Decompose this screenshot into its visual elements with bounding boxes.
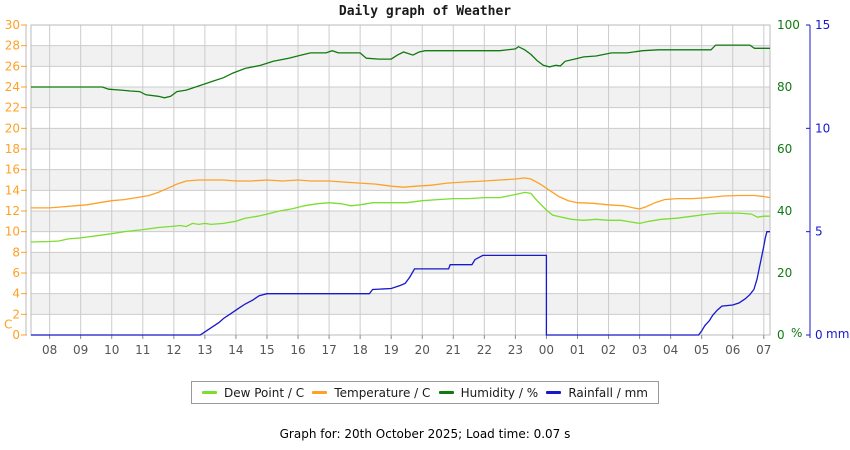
plot-bands	[31, 45, 770, 315]
left-axis-tick-label: 0	[12, 328, 20, 342]
legend-item-humidity: Humidity / %	[438, 385, 539, 400]
x-axis-tick-label: 13	[197, 343, 212, 357]
plot-band	[31, 252, 770, 273]
series-line-humidity	[31, 44, 770, 99]
x-axis-tick-label: 04	[663, 343, 678, 357]
chart-title: Daily graph of Weather	[338, 4, 512, 19]
x-axis-tick-label: 15	[259, 343, 274, 357]
x-axis-tick-label: 05	[694, 343, 709, 357]
series-line-rainfall	[31, 231, 770, 336]
rain-axis-tick-label: 5	[815, 225, 823, 239]
left-axis-tick-label: 30	[5, 18, 20, 32]
legend-label: Humidity / %	[460, 385, 539, 400]
axis-right-rain: 0 5 10 15 mm	[806, 18, 849, 342]
axis-right-humidity: 0 20 40 60 80 100%	[777, 18, 802, 342]
series-line-temperature	[31, 177, 771, 210]
left-axis-tick-label: 26	[5, 59, 20, 73]
x-axis-tick-label: 20	[415, 343, 430, 357]
left-axis-tick-label: 12	[5, 204, 20, 218]
x-axis-tick-label: 17	[321, 343, 336, 357]
rainfall-swatch-icon	[546, 391, 562, 394]
x-axis-tick-label: 23	[508, 343, 523, 357]
left-axis-unit-label: C	[4, 318, 12, 332]
x-axis-tick-label: 21	[446, 343, 461, 357]
x-axis-tick-label: 10	[104, 343, 119, 357]
legend-item-rainfall: Rainfall / mm	[546, 386, 648, 400]
humidity-axis-tick-label: 60	[777, 142, 792, 156]
plot-frame	[30, 24, 771, 336]
humidity-axis-unit-label: %	[791, 326, 802, 340]
dew-point-swatch-icon	[202, 391, 217, 394]
rain-axis-tick-label: 15	[815, 18, 830, 32]
humidity-axis-tick-label: 100	[777, 18, 800, 32]
x-axis-tick-label: 14	[228, 343, 243, 357]
rain-axis-tick-label: 0	[815, 328, 823, 342]
humidity-axis-tick-label: 80	[777, 80, 792, 94]
plot-border	[30, 24, 771, 336]
x-axis-tick-label: 08	[42, 343, 57, 357]
x-axis-tick-label: 09	[73, 343, 88, 357]
x-axis-tick-label: 22	[477, 343, 492, 357]
x-axis-tick-label: 18	[352, 343, 367, 357]
left-axis-tick-label: 24	[5, 80, 20, 94]
plot-band	[31, 87, 770, 108]
legend-item-dew-point: Dew Point / C	[202, 386, 304, 400]
left-axis-tick-label: 10	[5, 225, 20, 239]
x-axis-tick-label: 16	[290, 343, 305, 357]
left-axis-tick-label: 8	[12, 245, 20, 259]
plot-gridlines	[31, 24, 770, 336]
left-axis-tick-label: 4	[12, 287, 20, 301]
series-lines	[30, 44, 771, 336]
humidity-axis-tick-label: 40	[777, 204, 792, 218]
x-axis-tick-label: 19	[384, 343, 399, 357]
rain-axis-tick-label: 10	[815, 121, 830, 135]
rain-axis-unit-label: mm	[826, 327, 849, 341]
plot-band	[31, 45, 770, 67]
left-axis-tick-label: 28	[5, 39, 20, 53]
plot-band	[31, 293, 770, 315]
left-axis-tick-label: 18	[5, 142, 20, 156]
legend-item-temperature: Temperature / C	[312, 386, 430, 400]
plot-band	[31, 128, 770, 149]
humidity-swatch-icon	[438, 391, 454, 394]
plot-band	[31, 169, 770, 191]
legend-label: Dew Point / C	[224, 385, 305, 400]
left-axis-tick-label: 2	[12, 307, 20, 321]
x-axis-tick-label: 12	[166, 343, 181, 357]
legend-label: Temperature / C	[334, 385, 431, 400]
axis-bottom-hours: 08 09 10 11 12 13 14 15 16 17 18 19 20 21 22 23 00 01 02 03…	[42, 335, 771, 357]
temperature-swatch-icon	[312, 391, 328, 394]
left-axis-tick-label: 6	[12, 266, 20, 280]
left-axis-tick-label: 22	[5, 101, 20, 115]
legend-label: Rainfall / mm	[568, 385, 648, 400]
humidity-axis-tick-label: 0	[777, 328, 785, 342]
humidity-axis-tick-label: 20	[777, 266, 792, 280]
x-axis-tick-label: 03	[632, 343, 647, 357]
x-axis-tick-label: 06	[725, 343, 740, 357]
x-axis-tick-label: 01	[570, 343, 585, 357]
x-axis-tick-label: 07	[756, 343, 771, 357]
series-line-dew-point	[30, 191, 770, 243]
x-axis-tick-label: 02	[601, 343, 616, 357]
left-axis-tick-label: 20	[5, 121, 20, 135]
chart-legend: Dew Point / C Temperature / C Humidity /…	[191, 381, 659, 404]
left-axis-tick-label: 14	[5, 183, 20, 197]
x-axis-tick-label: 00	[539, 343, 554, 357]
plot-band	[31, 211, 770, 232]
x-axis-tick-label: 11	[135, 343, 150, 357]
left-axis-tick-label: 16	[5, 163, 20, 177]
graph-footer-caption: Graph for: 20th October 2025; Load time:…	[279, 427, 571, 441]
